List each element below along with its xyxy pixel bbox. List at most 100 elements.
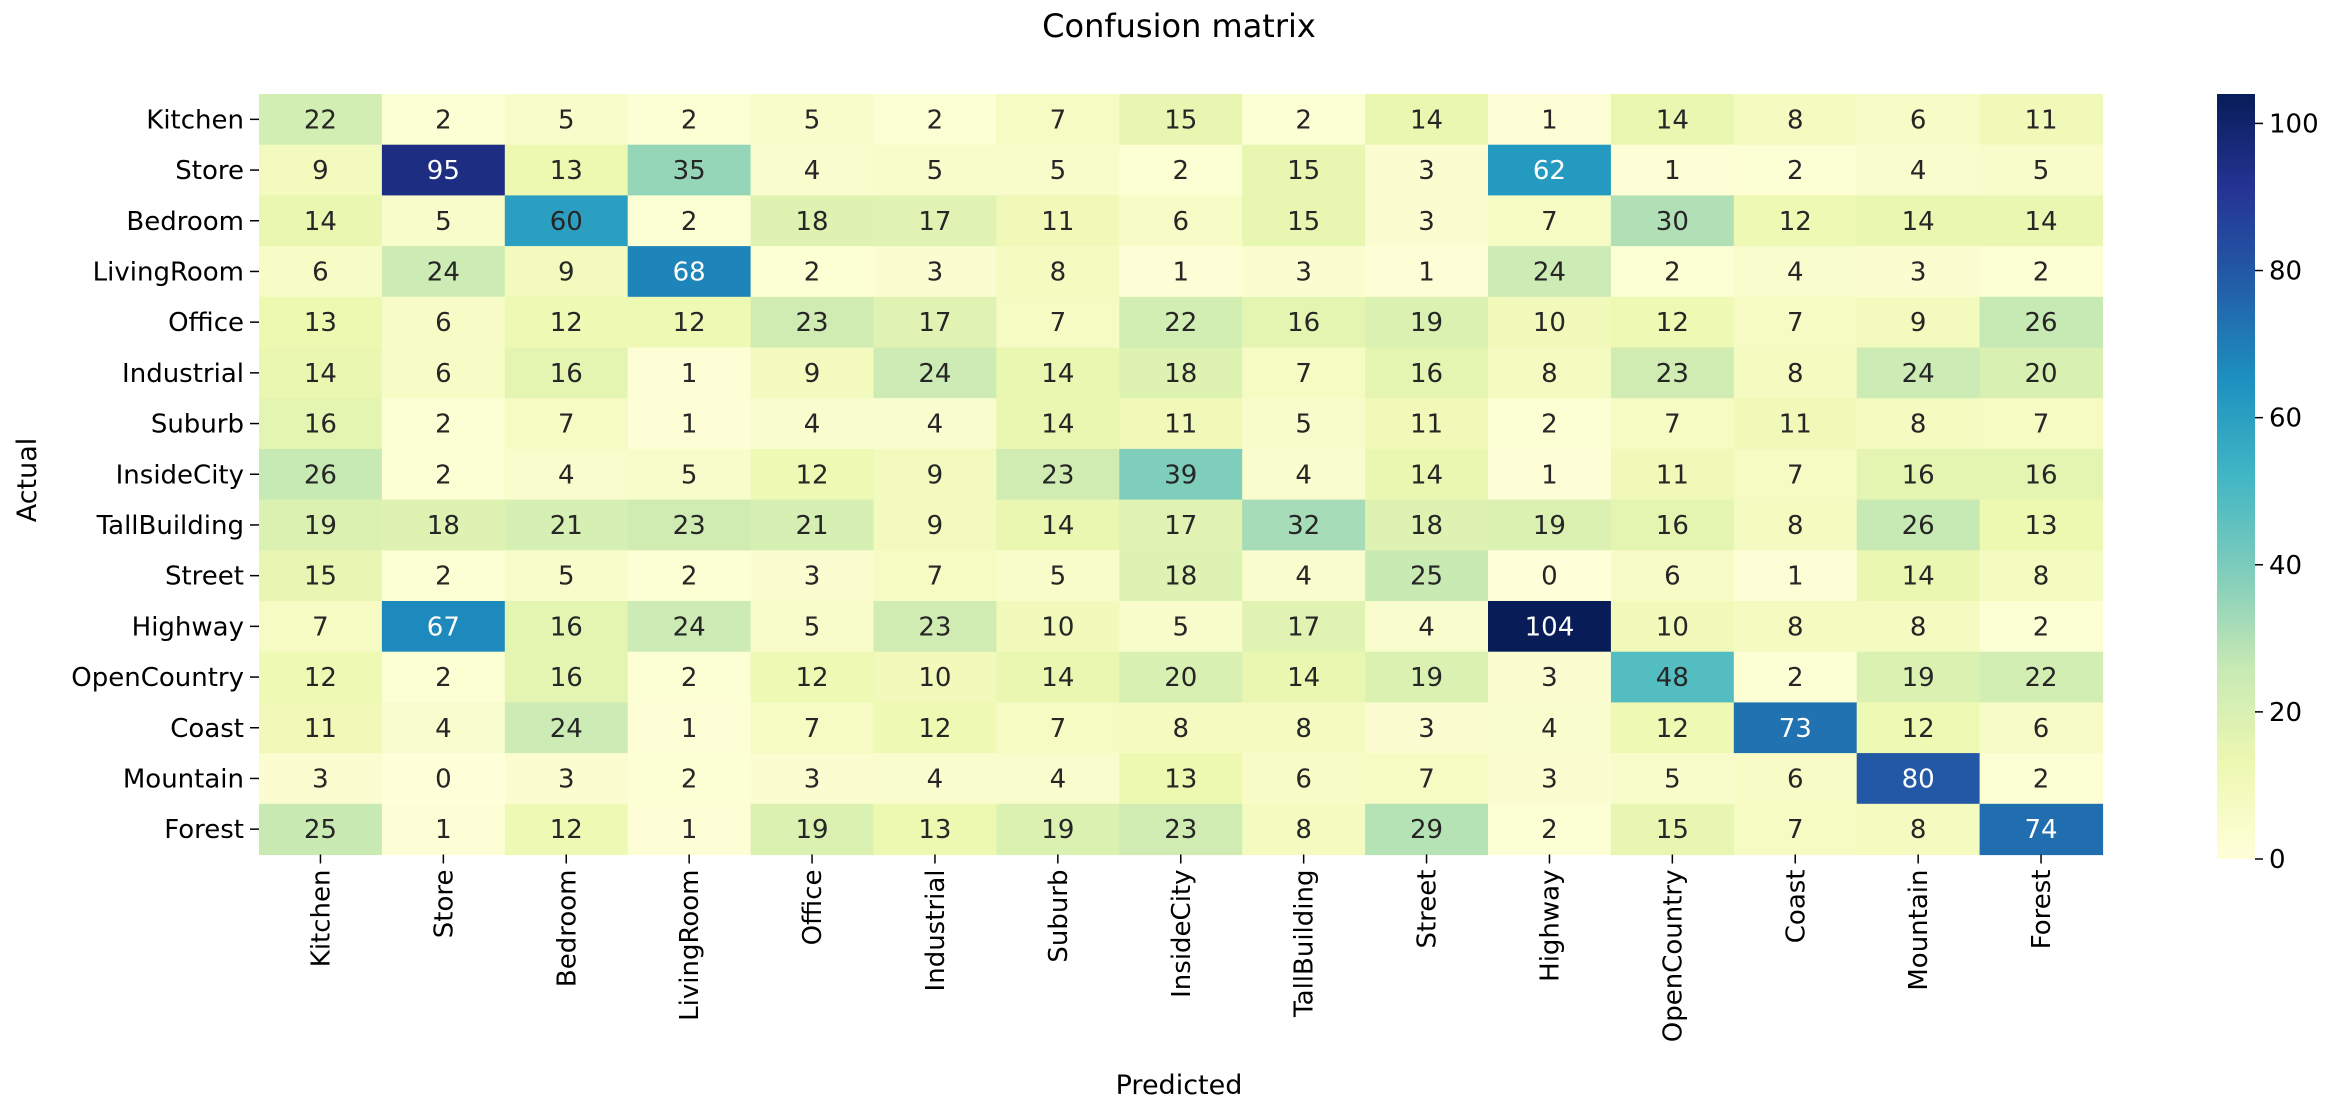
- heatmap-cell: [381, 296, 506, 349]
- heatmap-cell: [1610, 448, 1735, 501]
- heatmap-cell: [1119, 550, 1243, 602]
- heatmap-cell: [873, 144, 997, 196]
- heatmap-cell: [504, 803, 629, 856]
- heatmap-cell: [1856, 550, 1981, 602]
- heatmap-cell: [1119, 398, 1243, 450]
- heatmap-cell: [259, 94, 383, 146]
- x-tick-label: Office: [798, 870, 828, 946]
- heatmap-cell: [381, 144, 506, 196]
- cell-value-label: 13: [918, 815, 951, 845]
- cell-value-label: 3: [558, 764, 575, 794]
- cell-value-label: 6: [1664, 562, 1681, 592]
- colorbar-tick-label: 40: [2269, 551, 2302, 581]
- cell-value-label: 11: [1410, 410, 1443, 440]
- cell-value-label: 3: [804, 764, 821, 794]
- heatmap-cell: [504, 246, 629, 298]
- cell-value-label: 22: [304, 105, 337, 135]
- cell-value-label: 7: [1050, 308, 1067, 338]
- heatmap-cell: [627, 398, 752, 450]
- cell-value-label: 3: [1418, 714, 1435, 744]
- heatmap-cell: [1733, 347, 1858, 399]
- heatmap-cell: [750, 448, 875, 501]
- heatmap-cell: [381, 94, 506, 146]
- cell-value-label: 2: [435, 663, 452, 693]
- heatmap-cell: [1365, 246, 1489, 298]
- cell-value-label: 2: [435, 562, 452, 592]
- cell-value-label: 2: [1172, 156, 1189, 186]
- cell-value-label: 48: [1656, 663, 1689, 693]
- x-tick-label: Street: [1413, 870, 1443, 949]
- heatmap-cell: [1610, 651, 1735, 703]
- colorbar-tick-label: 100: [2269, 109, 2319, 139]
- heatmap-cell: [1242, 144, 1366, 196]
- heatmap-cell: [381, 448, 506, 501]
- x-tick-label: Highway: [1535, 870, 1565, 982]
- cell-value-label: 12: [304, 663, 337, 693]
- cell-value-label: 0: [435, 764, 452, 794]
- heatmap-cell: [1979, 803, 2104, 856]
- heatmap-cell: [504, 601, 629, 653]
- cell-value-label: 9: [927, 460, 944, 490]
- heatmap-cell: [1365, 702, 1489, 754]
- heatmap-cell: [1488, 499, 1612, 551]
- cell-value-label: 4: [804, 156, 821, 186]
- heatmap-cell: [1979, 499, 2104, 551]
- cell-value-label: 16: [2025, 460, 2058, 490]
- heatmap-cell: [504, 753, 629, 805]
- y-tick-label: LivingRoom: [93, 257, 244, 287]
- heatmap-cell: [1610, 347, 1735, 399]
- heatmap-cell: [259, 296, 383, 349]
- heatmap-cell: [1610, 94, 1735, 146]
- heatmap-cell: [750, 398, 875, 450]
- cell-value-label: 16: [1287, 308, 1320, 338]
- heatmap-cell: [873, 651, 997, 703]
- cell-value-label: 2: [1787, 156, 1804, 186]
- y-tick-label: OpenCountry: [71, 663, 244, 693]
- cell-value-label: 1: [681, 410, 698, 440]
- heatmap-cell: [1119, 803, 1243, 856]
- cell-value-label: 2: [1295, 105, 1312, 135]
- cell-value-label: 23: [796, 308, 829, 338]
- heatmap-cell: [996, 144, 1120, 196]
- heatmap-cell: [1856, 753, 1981, 805]
- y-tick-label: Highway: [132, 612, 244, 642]
- x-tick-label: Suburb: [1044, 870, 1074, 963]
- heatmap-cell: [1488, 702, 1612, 754]
- cell-value-label: 30: [1656, 207, 1689, 237]
- heatmap-cell: [381, 195, 506, 247]
- cell-value-label: 17: [918, 207, 951, 237]
- heatmap-cell: [750, 753, 875, 805]
- y-tick-label: Store: [175, 156, 244, 186]
- heatmap-cell: [259, 246, 383, 298]
- heatmap-cell: [1242, 347, 1366, 399]
- cell-value-label: 14: [1041, 359, 1074, 389]
- cell-value-label: 4: [1050, 764, 1067, 794]
- heatmap-cell: [996, 702, 1120, 754]
- heatmap-cell: [1856, 448, 1981, 501]
- cell-value-label: 2: [2033, 764, 2050, 794]
- y-tick-label: Office: [168, 308, 244, 338]
- cell-value-label: 12: [1779, 207, 1812, 237]
- cell-value-label: 13: [304, 308, 337, 338]
- heatmap-cell: [1242, 448, 1366, 501]
- heatmap-cell: [627, 499, 752, 551]
- cell-value-label: 26: [2025, 308, 2058, 338]
- cell-value-label: 22: [2025, 663, 2058, 693]
- cell-value-label: 14: [1410, 460, 1443, 490]
- heatmap-cell: [873, 550, 997, 602]
- heatmap-cell: [1242, 499, 1366, 551]
- cell-value-label: 8: [1910, 815, 1927, 845]
- heatmap-cell: [1610, 803, 1735, 856]
- heatmap-cell: [750, 499, 875, 551]
- cell-value-label: 10: [1533, 308, 1566, 338]
- cell-value-label: 2: [2033, 257, 2050, 287]
- cell-value-label: 4: [1541, 714, 1558, 744]
- cell-value-label: 12: [918, 714, 951, 744]
- cell-value-label: 11: [1041, 207, 1074, 237]
- cell-value-label: 39: [1164, 460, 1197, 490]
- cell-value-label: 18: [796, 207, 829, 237]
- cell-value-label: 6: [1910, 105, 1927, 135]
- cell-value-label: 1: [1541, 460, 1558, 490]
- cell-value-label: 4: [927, 764, 944, 794]
- cell-value-label: 4: [804, 410, 821, 440]
